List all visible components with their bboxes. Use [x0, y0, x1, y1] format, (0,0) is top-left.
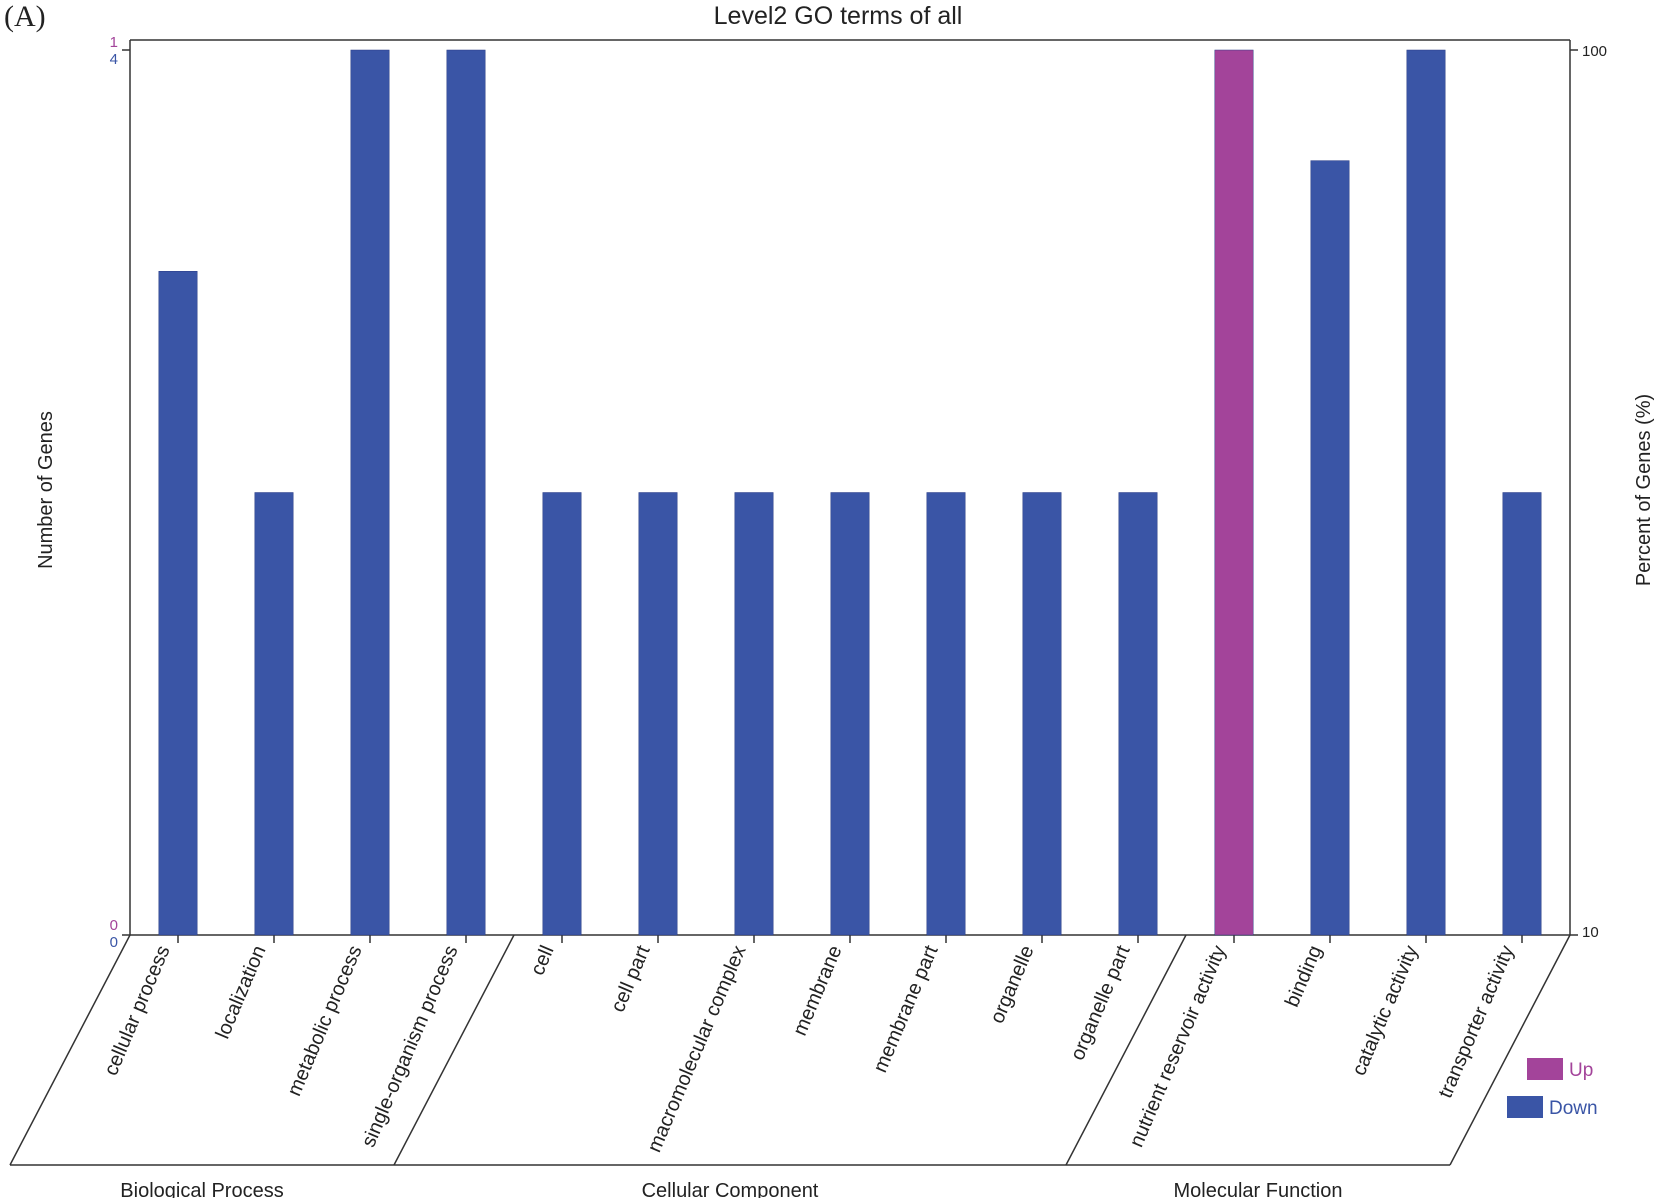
bar-down-9 [926, 492, 966, 936]
category-label: cellular process [100, 942, 175, 1079]
category-label: localization [212, 942, 271, 1042]
group-divider-1 [393, 934, 515, 1166]
group-label: Biological Process [120, 1180, 283, 1198]
category-label: cell [527, 942, 559, 978]
y-axis-right-label: Percent of Genes (%) [1633, 394, 1655, 586]
bar-down-5 [542, 492, 582, 936]
legend-label-down: Down [1549, 1098, 1598, 1119]
category-label: membrane [789, 942, 847, 1039]
legend-label-up: Up [1569, 1060, 1593, 1081]
category-label: organelle [986, 942, 1038, 1026]
panel-label: (A) [4, 0, 46, 33]
legend-swatch-down [1507, 1096, 1543, 1118]
bar-down-15 [1502, 492, 1542, 936]
category-label: binding [1281, 942, 1326, 1010]
bar-down-14 [1406, 49, 1446, 936]
bar-up-12 [1214, 49, 1254, 936]
bar-down-13 [1310, 160, 1350, 936]
left-up-tick-zero: 0 [110, 917, 118, 934]
bar-down-2 [254, 492, 294, 936]
bar-down-8 [830, 492, 870, 936]
category-label: transporter activity [1435, 942, 1519, 1101]
y-axis-left-label: Number of Genes [35, 411, 57, 569]
left-down-tick-zero: 0 [110, 934, 118, 951]
category-label: catalytic activity [1348, 942, 1423, 1078]
bar-down-6 [638, 492, 678, 936]
group-divider-2 [1065, 934, 1187, 1166]
left-down-tick-max: 4 [110, 51, 118, 68]
category-label: cell part [607, 942, 655, 1015]
group-label: Cellular Component [642, 1180, 819, 1198]
category-label: single-organism process [358, 942, 463, 1150]
bar-down-10 [1022, 492, 1062, 936]
bar-down-11 [1118, 492, 1158, 936]
left-up-tick-max: 1 [110, 34, 118, 51]
category-label: metabolic process [283, 942, 366, 1099]
category-label: macromolecular complex [643, 942, 750, 1155]
category-label: nutrient reservoir activity [1126, 942, 1231, 1150]
bar-down-4 [446, 49, 486, 936]
group-label: Molecular Function [1174, 1180, 1343, 1198]
category-label: organelle part [1067, 942, 1135, 1064]
bar-down-7 [734, 492, 774, 936]
right-tick-max: 100 [1582, 43, 1607, 60]
floor-left-edge [9, 934, 131, 1166]
bar-down-3 [350, 49, 390, 936]
right-tick-min: 10 [1582, 924, 1599, 941]
chart-title: Level2 GO terms of all [714, 2, 963, 30]
floor-right-edge [1449, 934, 1571, 1166]
bar-down-1 [158, 271, 198, 936]
category-label: membrane part [869, 942, 942, 1076]
legend-swatch-up [1527, 1058, 1563, 1080]
